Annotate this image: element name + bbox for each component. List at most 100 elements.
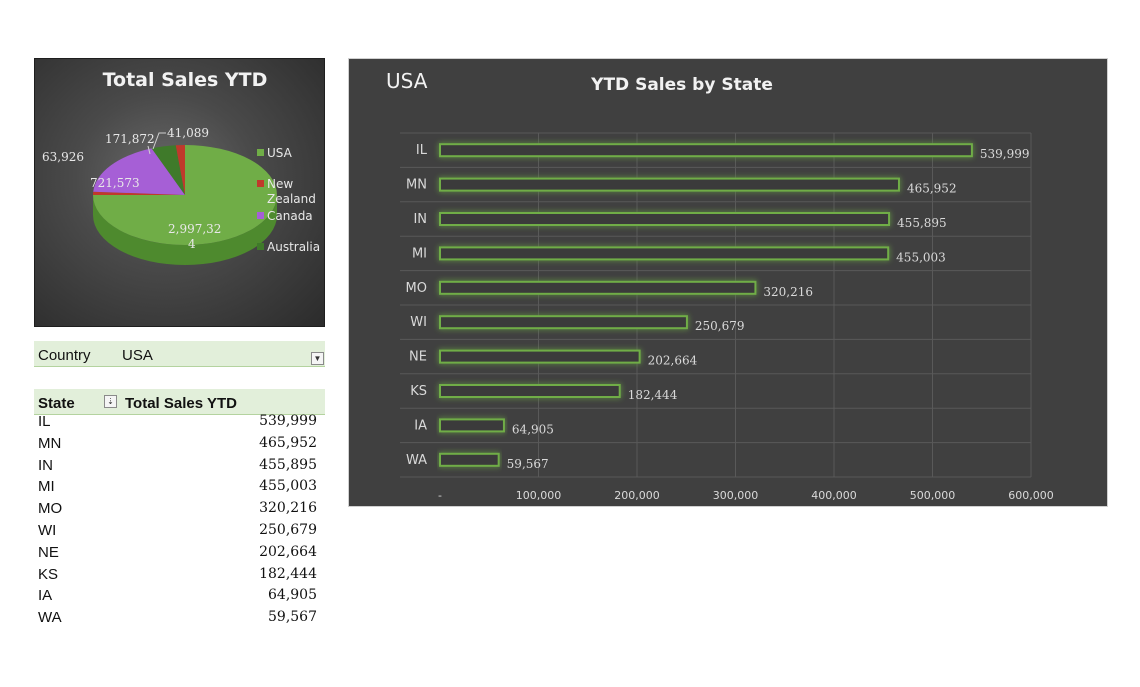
bar-chart-title: YTD Sales by State [590, 75, 773, 95]
bar-wa [439, 452, 500, 467]
pie-slice [93, 191, 185, 195]
bar-chart-panel: USA YTD Sales by State - 100,000 200,000 30… [348, 58, 1108, 507]
x-tick-label: - [438, 489, 442, 502]
bar-data-label: 455,003 [896, 250, 946, 264]
state-cell: MN [38, 434, 62, 452]
bar-chart-country-label: USA [386, 69, 428, 93]
legend-swatch [257, 243, 264, 250]
bar-mi [439, 246, 890, 261]
sales-cell: 465,952 [259, 434, 317, 451]
sales-cell: 455,895 [259, 456, 317, 473]
table-row: MO 320,216 [34, 499, 325, 521]
bar-data-label: 320,216 [763, 285, 813, 299]
x-tick-label: 200,000 [614, 489, 660, 502]
state-cell: NE [38, 543, 59, 561]
y-category-label: MN [406, 178, 427, 193]
pie-data-label: 2,997,32 [168, 222, 221, 236]
sales-cell: 539,999 [259, 413, 317, 429]
table-row: WA 59,567 [34, 608, 325, 630]
bar-data-label: 465,952 [907, 182, 957, 196]
filter-dropdown-icon[interactable]: ▼ [311, 352, 324, 365]
legend-label: Australia [267, 240, 320, 254]
pivot-header-row: State ⇣ Total Sales YTD [34, 389, 325, 415]
y-category-label: WA [406, 453, 427, 468]
pie-slice [93, 148, 185, 195]
legend-swatch [257, 212, 264, 219]
y-category-label: MO [406, 281, 427, 296]
legend-label: Canada [267, 209, 313, 223]
bar-data-label: 59,567 [507, 457, 549, 471]
legend-label: Zealand [267, 192, 316, 206]
pie-slice [175, 145, 185, 195]
bar-ia [439, 418, 505, 433]
bar-data-label: 250,679 [695, 319, 745, 333]
table-row: WI 250,679 [34, 521, 325, 543]
leader-line [147, 145, 151, 155]
state-cell: IN [38, 456, 53, 474]
x-tick-label: 100,000 [516, 489, 562, 502]
state-cell: WA [38, 609, 62, 627]
y-category-label: KS [410, 384, 427, 399]
state-cell: IL [38, 413, 51, 430]
pivot-filter-row: Country USA ▼ [34, 341, 325, 367]
bar-mn [439, 177, 900, 192]
table-row: KS 182,444 [34, 565, 325, 587]
pie-chart-title: Total Sales YTD [103, 69, 268, 91]
sales-cell: 455,003 [259, 478, 317, 495]
state-cell: KS [38, 565, 59, 583]
y-category-label: NE [409, 350, 427, 365]
sales-cell: 182,444 [259, 565, 317, 582]
bar-ne [439, 349, 641, 364]
pie-chart: Total Sales YTD 2,997,324 721,573 171,872 4… [42, 69, 320, 265]
bar-data-label: 455,895 [897, 216, 947, 230]
bar-data-label: 182,444 [628, 388, 678, 402]
pie-data-label: 721,573 [90, 176, 140, 190]
y-category-label: MI [412, 246, 427, 261]
y-category-label: IA [414, 418, 427, 433]
bar-in [439, 212, 891, 226]
sales-cell: 59,567 [268, 609, 317, 626]
y-category-label: IN [413, 212, 427, 227]
bar-mo [439, 280, 757, 295]
x-tick-label: 400,000 [811, 489, 857, 502]
bar-data-label: 202,664 [648, 354, 698, 368]
state-cell: MO [38, 500, 63, 518]
pie-slice-side [93, 195, 277, 265]
sales-cell: 202,664 [259, 543, 317, 560]
pie-data-label: 4 [188, 237, 196, 251]
legend-swatch [257, 149, 264, 156]
pie-slice [151, 145, 185, 195]
bar-ks [439, 384, 621, 398]
bar-il [439, 143, 973, 158]
x-tick-label: 300,000 [713, 489, 759, 502]
bar-data-label: 539,999 [980, 147, 1030, 161]
pivot-table-body: IL 539,999 MN 465,952 IN 455,895 MI 455,003 MO 32… [34, 412, 325, 630]
bar-data-label: 64,905 [512, 422, 554, 436]
sort-dropdown-icon[interactable]: ⇣ [104, 395, 117, 408]
legend-swatch [257, 180, 264, 187]
state-cell: WI [38, 521, 57, 539]
x-tick-label: 500,000 [910, 489, 956, 502]
y-category-label: WI [410, 315, 427, 330]
row-header-label: State [38, 395, 75, 412]
table-row: IA 64,905 [34, 586, 325, 608]
state-cell: IA [38, 587, 53, 605]
sales-cell: 64,905 [268, 587, 317, 604]
table-row: NE 202,664 [34, 543, 325, 565]
pie-data-label: 171,872 [105, 132, 155, 146]
filter-field-label: Country [38, 347, 91, 364]
bar-wi [439, 315, 688, 330]
leader-line [152, 132, 166, 150]
x-tick-label: 600,000 [1008, 489, 1054, 502]
sales-cell: 320,216 [259, 500, 317, 517]
table-row: IN 455,895 [34, 456, 325, 478]
bar-chart: USA YTD Sales by State - 100,000 200,000 30… [386, 69, 1054, 502]
filter-value: USA [122, 347, 153, 364]
legend-label: New [267, 177, 293, 191]
pie-chart-panel: Total Sales YTD 2,997,32 4 721,573 171,872 4… [34, 58, 325, 327]
legend-label: USA [267, 146, 293, 160]
state-cell: MI [38, 478, 55, 496]
table-row: MN 465,952 [34, 434, 325, 456]
table-row: IL 539,999 [34, 412, 325, 434]
y-category-label: IL [416, 143, 428, 158]
